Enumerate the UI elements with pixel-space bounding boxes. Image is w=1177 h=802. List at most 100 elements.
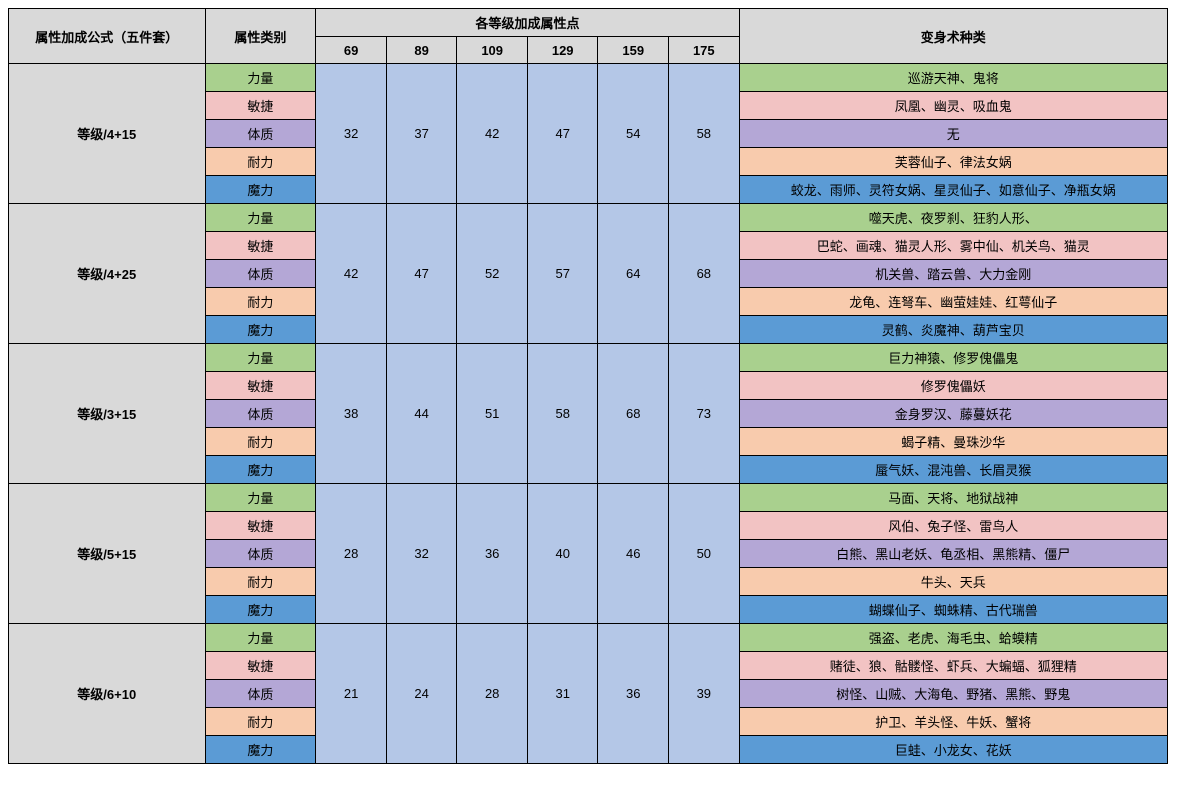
header-transform-type: 变身术种类: [739, 9, 1167, 64]
value-cell: 50: [669, 484, 740, 624]
transform-type-cell: 蝴蝶仙子、蜘蛛精、古代瑞兽: [739, 596, 1167, 624]
transform-type-cell: 修罗傀儡妖: [739, 372, 1167, 400]
value-cell: 47: [527, 64, 598, 204]
formula-cell: 等级/4+15: [9, 64, 206, 204]
transform-type-cell: 巨力神猿、修罗傀儡鬼: [739, 344, 1167, 372]
attr-label: 力量: [205, 344, 316, 372]
transform-type-cell: 白熊、黑山老妖、龟丞相、黑熊精、僵尸: [739, 540, 1167, 568]
transform-type-cell: 灵鹤、炎魔神、葫芦宝贝: [739, 316, 1167, 344]
transform-type-cell: 风伯、兔子怪、雷鸟人: [739, 512, 1167, 540]
attr-label: 耐力: [205, 288, 316, 316]
value-cell: 54: [598, 64, 669, 204]
attr-label: 耐力: [205, 708, 316, 736]
transform-type-cell: 凤凰、幽灵、吸血鬼: [739, 92, 1167, 120]
value-cell: 38: [316, 344, 387, 484]
attr-label: 敏捷: [205, 232, 316, 260]
header-level-5: 175: [669, 37, 740, 64]
table-row: 等级/3+15力量384451586873巨力神猿、修罗傀儡鬼: [9, 344, 1168, 372]
transform-type-cell: 树怪、山贼、大海龟、野猪、黑熊、野鬼: [739, 680, 1167, 708]
attr-label: 耐力: [205, 148, 316, 176]
header-level-3: 129: [527, 37, 598, 64]
transform-type-cell: 无: [739, 120, 1167, 148]
value-cell: 32: [316, 64, 387, 204]
attr-label: 体质: [205, 120, 316, 148]
value-cell: 36: [457, 484, 528, 624]
value-cell: 51: [457, 344, 528, 484]
value-cell: 39: [669, 624, 740, 764]
value-cell: 64: [598, 204, 669, 344]
transform-type-cell: 金身罗汉、藤蔓妖花: [739, 400, 1167, 428]
header-attr-type: 属性类别: [205, 9, 316, 64]
attr-label: 敏捷: [205, 652, 316, 680]
attr-label: 魔力: [205, 456, 316, 484]
transform-type-cell: 蝎子精、曼珠沙华: [739, 428, 1167, 456]
transform-type-cell: 牛头、天兵: [739, 568, 1167, 596]
value-cell: 73: [669, 344, 740, 484]
header-formula: 属性加成公式（五件套）: [9, 9, 206, 64]
header-level-0: 69: [316, 37, 387, 64]
value-cell: 42: [316, 204, 387, 344]
attr-label: 力量: [205, 204, 316, 232]
value-cell: 37: [386, 64, 457, 204]
transform-type-cell: 巨蛙、小龙女、花妖: [739, 736, 1167, 764]
transform-type-cell: 机关兽、踏云兽、大力金刚: [739, 260, 1167, 288]
transform-type-cell: 芙蓉仙子、律法女娲: [739, 148, 1167, 176]
attr-label: 体质: [205, 400, 316, 428]
value-cell: 46: [598, 484, 669, 624]
attr-label: 魔力: [205, 176, 316, 204]
transform-type-cell: 强盗、老虎、海毛虫、蛤蟆精: [739, 624, 1167, 652]
header-level-4: 159: [598, 37, 669, 64]
value-cell: 36: [598, 624, 669, 764]
value-cell: 68: [669, 204, 740, 344]
transform-type-cell: 巴蛇、画魂、猫灵人形、雾中仙、机关鸟、猫灵: [739, 232, 1167, 260]
value-cell: 58: [669, 64, 740, 204]
transform-type-cell: 护卫、羊头怪、牛妖、蟹将: [739, 708, 1167, 736]
table-row: 等级/4+15力量323742475458巡游天神、鬼将: [9, 64, 1168, 92]
attr-label: 体质: [205, 540, 316, 568]
value-cell: 28: [457, 624, 528, 764]
attr-label: 耐力: [205, 428, 316, 456]
attr-label: 耐力: [205, 568, 316, 596]
value-cell: 52: [457, 204, 528, 344]
transform-type-cell: 龙龟、连弩车、幽萤娃娃、红萼仙子: [739, 288, 1167, 316]
header-level-2: 109: [457, 37, 528, 64]
transform-type-cell: 巡游天神、鬼将: [739, 64, 1167, 92]
transform-type-cell: 马面、天将、地狱战神: [739, 484, 1167, 512]
attr-label: 敏捷: [205, 92, 316, 120]
value-cell: 58: [527, 344, 598, 484]
formula-cell: 等级/6+10: [9, 624, 206, 764]
value-cell: 28: [316, 484, 387, 624]
formula-cell: 等级/3+15: [9, 344, 206, 484]
attr-label: 力量: [205, 624, 316, 652]
table-row: 等级/5+15力量283236404650马面、天将、地狱战神: [9, 484, 1168, 512]
header-level-group: 各等级加成属性点: [316, 9, 739, 37]
table-header: 属性加成公式（五件套） 属性类别 各等级加成属性点 变身术种类 69 89 10…: [9, 9, 1168, 64]
transform-type-cell: 蛟龙、雨师、灵符女娲、星灵仙子、如意仙子、净瓶女娲: [739, 176, 1167, 204]
value-cell: 44: [386, 344, 457, 484]
transform-type-cell: 赌徒、狼、骷髅怪、虾兵、大蝙蝠、狐狸精: [739, 652, 1167, 680]
value-cell: 31: [527, 624, 598, 764]
transform-type-cell: 蜃气妖、混沌兽、长眉灵猴: [739, 456, 1167, 484]
attr-label: 敏捷: [205, 512, 316, 540]
attr-label: 魔力: [205, 316, 316, 344]
value-cell: 47: [386, 204, 457, 344]
attr-label: 魔力: [205, 596, 316, 624]
attr-label: 魔力: [205, 736, 316, 764]
attribute-bonus-table: 属性加成公式（五件套） 属性类别 各等级加成属性点 变身术种类 69 89 10…: [8, 8, 1168, 764]
transform-type-cell: 噬天虎、夜罗刹、狂豹人形、: [739, 204, 1167, 232]
table-row: 等级/4+25力量424752576468噬天虎、夜罗刹、狂豹人形、: [9, 204, 1168, 232]
table-row: 等级/6+10力量212428313639强盗、老虎、海毛虫、蛤蟆精: [9, 624, 1168, 652]
formula-cell: 等级/5+15: [9, 484, 206, 624]
value-cell: 32: [386, 484, 457, 624]
value-cell: 57: [527, 204, 598, 344]
attr-label: 体质: [205, 260, 316, 288]
attr-label: 力量: [205, 64, 316, 92]
attr-label: 体质: [205, 680, 316, 708]
header-level-1: 89: [386, 37, 457, 64]
value-cell: 42: [457, 64, 528, 204]
attr-label: 敏捷: [205, 372, 316, 400]
value-cell: 40: [527, 484, 598, 624]
value-cell: 68: [598, 344, 669, 484]
value-cell: 21: [316, 624, 387, 764]
attr-label: 力量: [205, 484, 316, 512]
